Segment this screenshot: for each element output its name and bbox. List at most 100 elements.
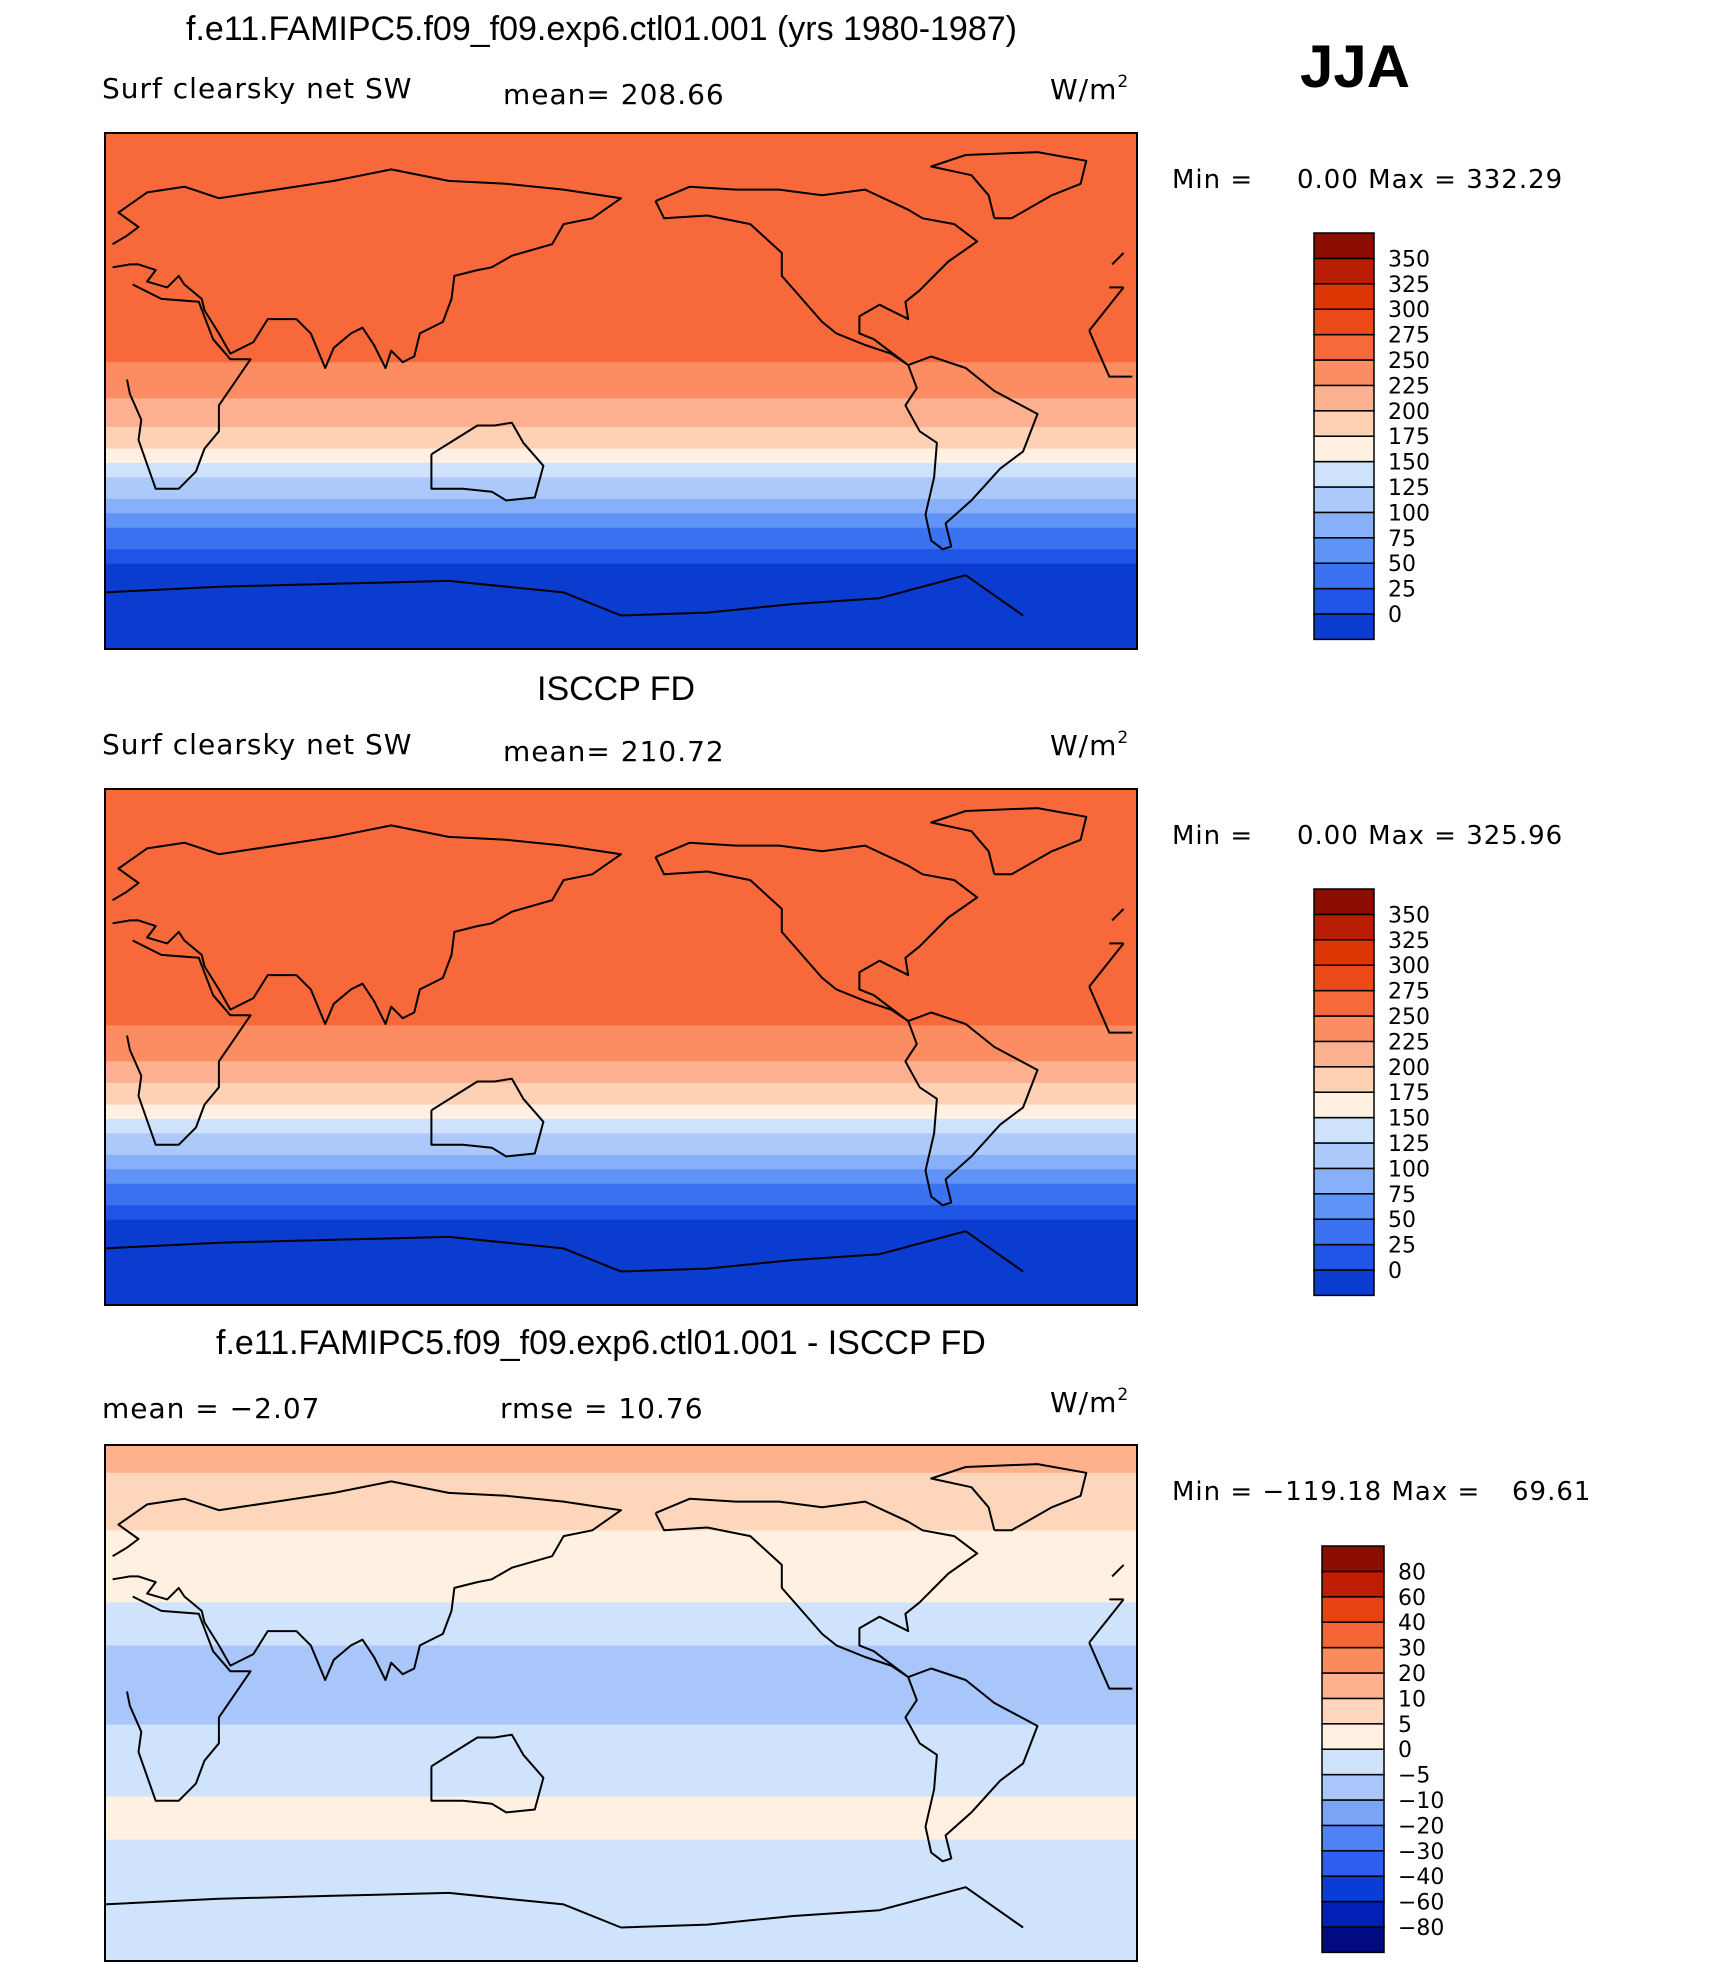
map-band-lat-63.75 bbox=[104, 203, 1138, 212]
colorbar-box-15 bbox=[1313, 888, 1375, 916]
colorbar-box-2 bbox=[1321, 1875, 1385, 1903]
colorbar-tick-label: 25 bbox=[1388, 578, 1416, 603]
map-band-lat--33.75 bbox=[104, 1140, 1138, 1149]
map-band-lat--76.25 bbox=[104, 1262, 1138, 1271]
map-band-lat-8.75 bbox=[104, 1018, 1138, 1027]
colorbar-box-1 bbox=[1313, 1243, 1375, 1271]
map-band-lat--43.75 bbox=[104, 1825, 1138, 1834]
panel3-min-label: Min = −119.18 Max = bbox=[1172, 1477, 1481, 1507]
map-band-lat--58.75 bbox=[104, 556, 1138, 565]
map-band-lat--53.75 bbox=[104, 1198, 1138, 1206]
panel2-units-label: W/m2 bbox=[1050, 728, 1130, 762]
colorbar-tick-label: 80 bbox=[1398, 1560, 1426, 1585]
map-band-lat-86.25 bbox=[104, 795, 1138, 803]
coastline-4 bbox=[904, 1011, 1039, 1207]
map-band-lat-43.75 bbox=[104, 261, 1138, 270]
map-band-lat-66.25 bbox=[104, 1508, 1138, 1517]
map-band-lat--11.25 bbox=[104, 1075, 1138, 1084]
map-band-lat-73.75 bbox=[104, 1487, 1138, 1495]
panel2-max-label: 0.00 Max = 325.96 bbox=[1297, 821, 1564, 851]
map-band-lat-6.25 bbox=[104, 1681, 1138, 1690]
map-band-lat-56.25 bbox=[104, 225, 1138, 234]
map-band-lat--31.25 bbox=[104, 477, 1138, 486]
colorbar-box-12 bbox=[1313, 308, 1375, 336]
colorbar-tick-label: 300 bbox=[1388, 298, 1430, 323]
colorbar-box-4 bbox=[1313, 1167, 1375, 1195]
map-band-lat-51.25 bbox=[104, 895, 1138, 904]
map-band-lat-13.75 bbox=[104, 347, 1138, 356]
map-band-lat-8.75 bbox=[104, 1674, 1138, 1683]
colorbar-box-8 bbox=[1313, 1066, 1375, 1093]
colorbar-box-0 bbox=[1313, 613, 1375, 641]
map-band-lat-53.75 bbox=[104, 888, 1138, 897]
map-band-lat--18.75 bbox=[104, 1097, 1138, 1106]
colorbar-tick-label: 75 bbox=[1388, 1183, 1416, 1208]
map-band-lat--71.25 bbox=[104, 1248, 1138, 1257]
map-band-lat-18.75 bbox=[104, 333, 1138, 342]
map-band-lat-68.75 bbox=[104, 1501, 1138, 1510]
map-band-lat--13.75 bbox=[104, 1738, 1138, 1747]
map-band-lat-31.25 bbox=[104, 1609, 1138, 1618]
colorbar-box-12 bbox=[1321, 1621, 1385, 1649]
map-band-lat-73.75 bbox=[104, 831, 1138, 839]
map-band-lat--61.25 bbox=[104, 1875, 1138, 1884]
panel2-mean-label: mean= 210.72 bbox=[503, 735, 725, 768]
map-band-lat--88.75 bbox=[104, 1954, 1138, 1962]
colorbar-box-11 bbox=[1321, 1646, 1385, 1674]
coastline-1 bbox=[126, 283, 1133, 490]
map-band-lat-43.75 bbox=[104, 917, 1138, 926]
colorbar-tick-label: 100 bbox=[1388, 501, 1430, 526]
map-band-lat--8.75 bbox=[104, 1068, 1138, 1077]
map-band-lat-46.25 bbox=[104, 910, 1138, 919]
colorbar-box-13 bbox=[1313, 939, 1375, 966]
map-band-lat--56.25 bbox=[104, 1205, 1138, 1214]
map-band-lat--76.25 bbox=[104, 606, 1138, 615]
colorbar-box-10 bbox=[1313, 1015, 1375, 1043]
colorbar-tick-label: 300 bbox=[1388, 954, 1430, 979]
coastline-1 bbox=[126, 939, 1133, 1146]
map-band-lat-38.75 bbox=[104, 931, 1138, 940]
map-band-lat--71.25 bbox=[104, 1904, 1138, 1913]
map-band-lat-21.25 bbox=[104, 1638, 1138, 1647]
map-band-lat--86.25 bbox=[104, 1291, 1138, 1300]
colorbar-tick-label: 175 bbox=[1388, 425, 1430, 450]
map-band-lat-38.75 bbox=[104, 1587, 1138, 1596]
map-band-lat-21.25 bbox=[104, 982, 1138, 991]
map-band-lat-3.75 bbox=[104, 1032, 1138, 1041]
coastline-3 bbox=[654, 841, 979, 1023]
map-band-lat--28.75 bbox=[104, 1782, 1138, 1790]
colorbar-box-9 bbox=[1313, 384, 1375, 412]
coastline-0 bbox=[112, 168, 1125, 369]
panel1-colorbar: 0 25 50 75 100 125 150 175 200 225 250 275 300 325 350 bbox=[1312, 231, 1512, 643]
colorbar-box-7 bbox=[1321, 1748, 1385, 1776]
coastline-3 bbox=[654, 1497, 979, 1679]
map-band-lat--73.75 bbox=[104, 1911, 1138, 1920]
colorbar-tick-label: 20 bbox=[1398, 1662, 1426, 1687]
coastline-6 bbox=[104, 574, 1024, 617]
map-band-lat-13.75 bbox=[104, 1003, 1138, 1012]
map-band-lat-23.75 bbox=[104, 1631, 1138, 1639]
map-band-lat--68.75 bbox=[104, 1897, 1138, 1906]
colorbar-box-11 bbox=[1313, 333, 1375, 361]
map-band-lat-16.25 bbox=[104, 340, 1138, 349]
colorbar-tick-label: 325 bbox=[1388, 273, 1430, 298]
map-band-lat--16.25 bbox=[104, 1746, 1138, 1754]
colorbar-box-9 bbox=[1321, 1697, 1385, 1725]
coastline-2 bbox=[430, 421, 545, 502]
colorbar-tick-label: 150 bbox=[1388, 1107, 1430, 1132]
map-band-lat--58.75 bbox=[104, 1212, 1138, 1221]
coastline-6 bbox=[104, 1230, 1024, 1273]
colorbar-box-15 bbox=[1321, 1545, 1385, 1573]
map-band-lat-1.25 bbox=[104, 1039, 1138, 1048]
coastline-4 bbox=[904, 355, 1039, 551]
map-band-lat--88.75 bbox=[104, 642, 1138, 650]
colorbar-box-1 bbox=[1321, 1900, 1385, 1928]
map-band-lat--26.25 bbox=[104, 1118, 1138, 1127]
map-frame bbox=[104, 788, 1138, 1306]
map-band-lat--41.25 bbox=[104, 1162, 1138, 1170]
coastline-5 bbox=[930, 1463, 1088, 1532]
map-band-lat--36.25 bbox=[104, 1803, 1138, 1812]
map-band-lat--63.75 bbox=[104, 1882, 1138, 1891]
map-band-lat-56.25 bbox=[104, 881, 1138, 890]
colorbar-tick-label: −80 bbox=[1398, 1916, 1444, 1941]
